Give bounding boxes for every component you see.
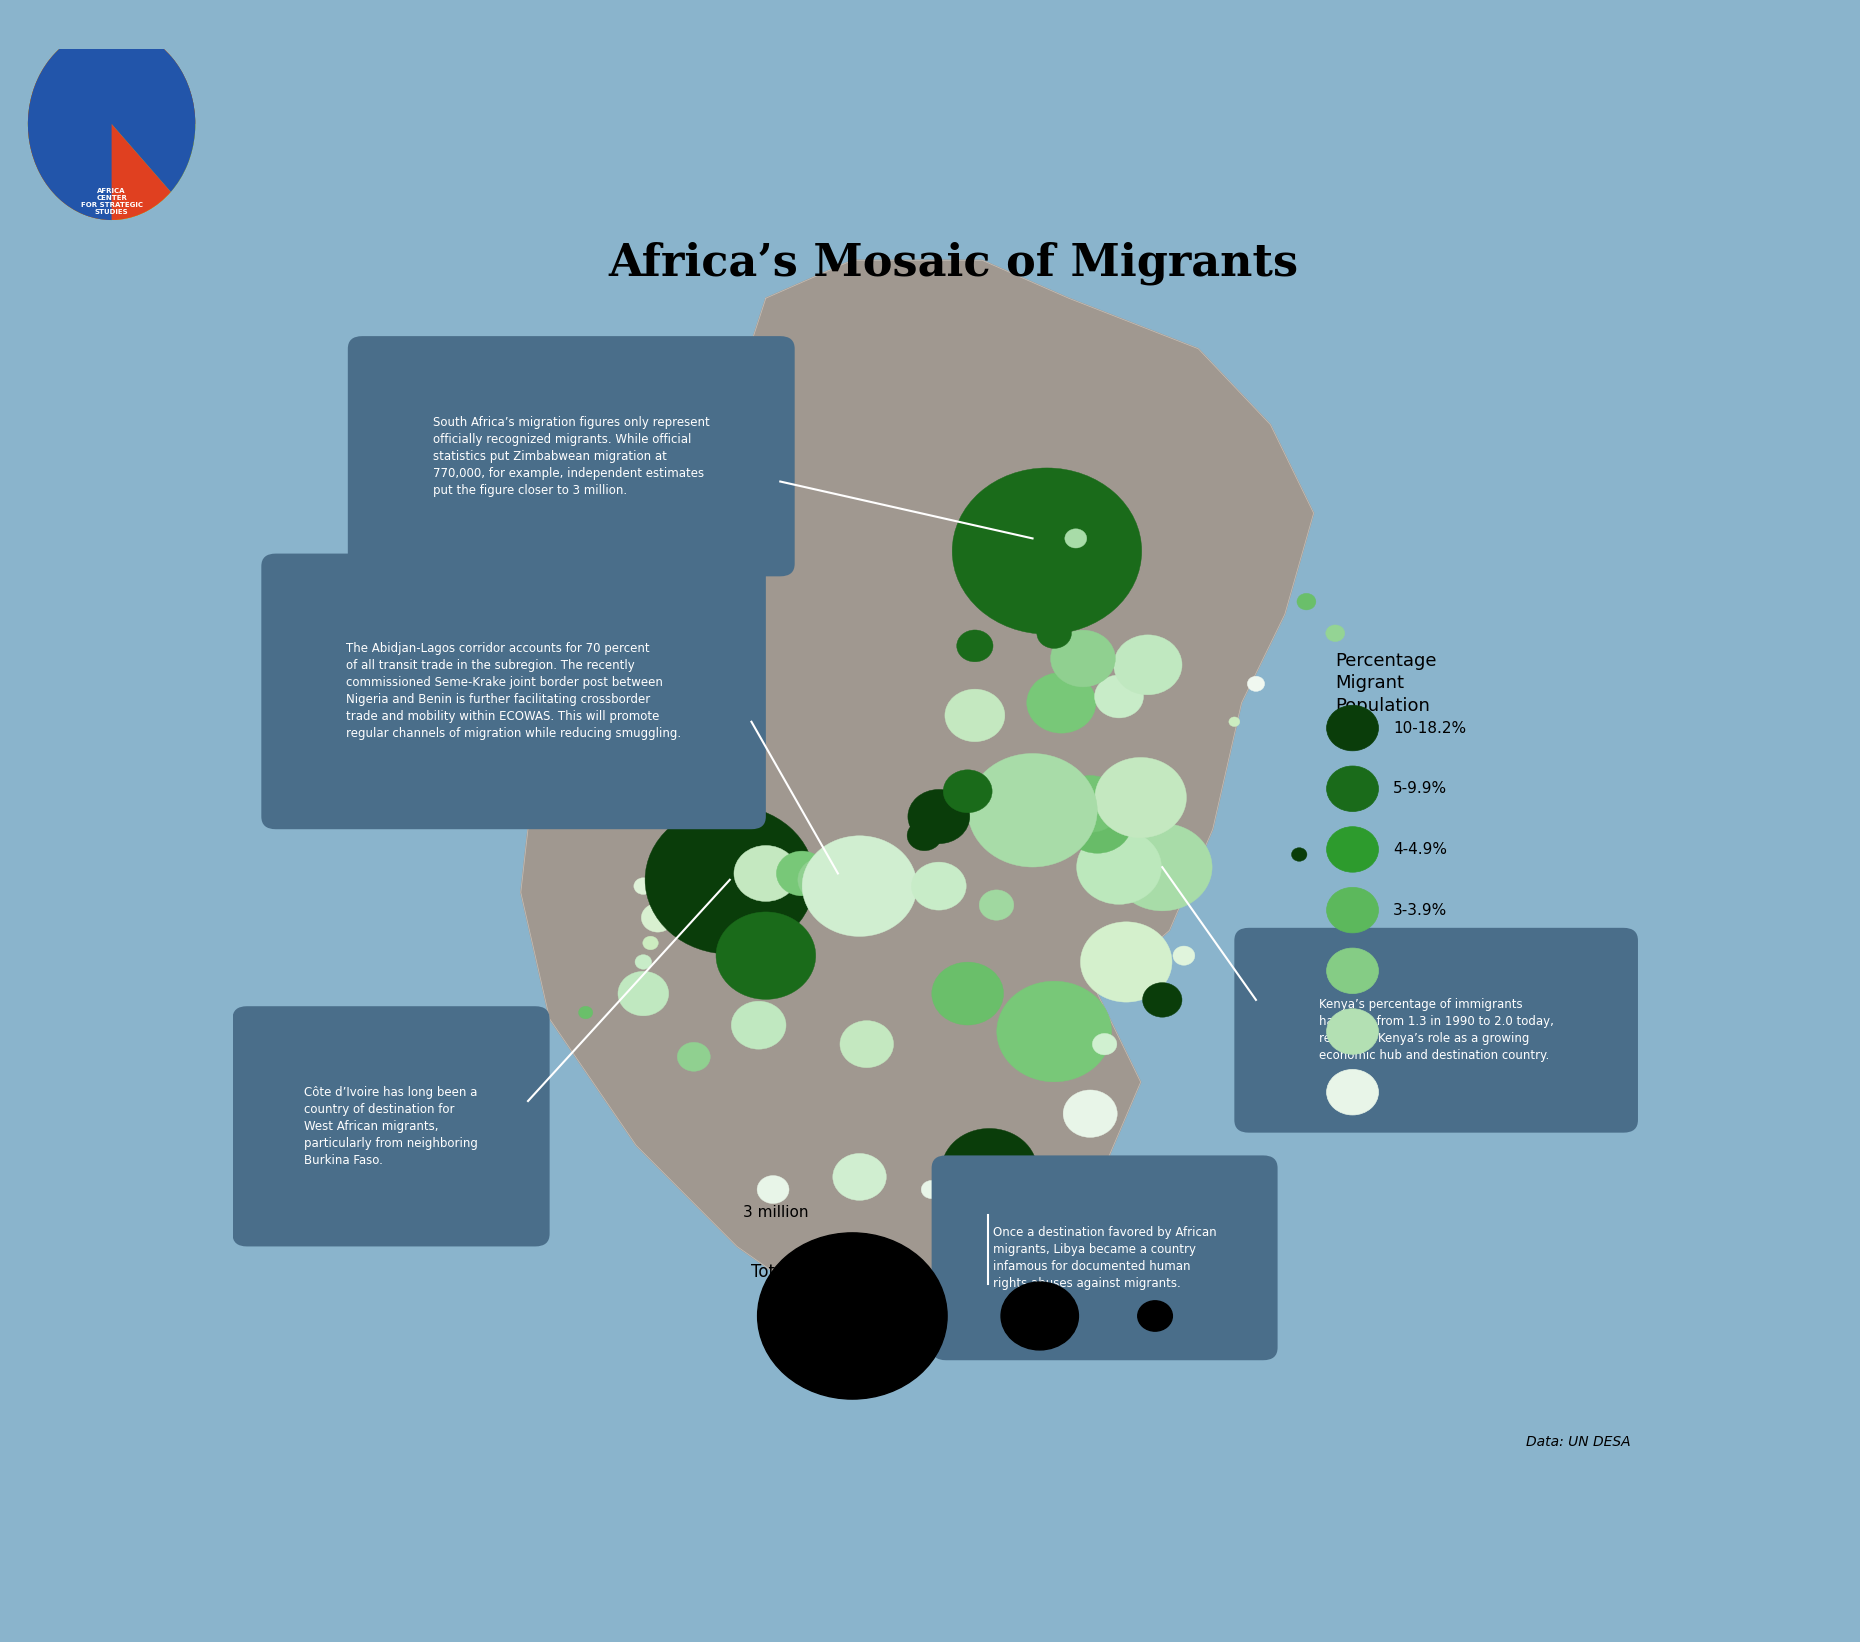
Text: 5-9.9%: 5-9.9% (1393, 782, 1447, 796)
Circle shape (1138, 1300, 1172, 1332)
Text: 0-.9%: 0-.9% (1393, 1085, 1438, 1100)
Circle shape (1326, 887, 1378, 933)
Circle shape (1142, 982, 1181, 1016)
Circle shape (952, 468, 1142, 634)
Text: AFRICA
CENTER
FOR STRATEGIC
STUDIES: AFRICA CENTER FOR STRATEGIC STUDIES (80, 187, 143, 215)
Circle shape (978, 890, 1014, 920)
FancyBboxPatch shape (260, 553, 766, 829)
Circle shape (1291, 847, 1308, 862)
Circle shape (943, 770, 991, 813)
FancyBboxPatch shape (1235, 928, 1639, 1133)
Circle shape (776, 851, 828, 897)
Circle shape (1064, 1090, 1118, 1138)
Circle shape (1062, 793, 1133, 854)
Text: Kenya’s percentage of immigrants
has risen from 1.3 in 1990 to 2.0 today,
reveal: Kenya’s percentage of immigrants has ris… (1319, 998, 1553, 1062)
Circle shape (908, 821, 941, 851)
Circle shape (634, 954, 651, 969)
Circle shape (1248, 677, 1265, 691)
Text: 3-3.9%: 3-3.9% (1393, 903, 1447, 918)
Circle shape (645, 806, 815, 954)
Circle shape (945, 690, 1004, 742)
Circle shape (921, 1181, 941, 1199)
Circle shape (658, 862, 686, 885)
Circle shape (802, 836, 917, 936)
Text: 2-2.9%: 2-2.9% (1393, 964, 1447, 979)
Circle shape (1096, 757, 1187, 837)
Circle shape (956, 631, 993, 662)
Circle shape (967, 754, 1097, 867)
Circle shape (578, 1007, 593, 1018)
Circle shape (731, 1002, 787, 1049)
FancyBboxPatch shape (232, 1007, 551, 1246)
Wedge shape (28, 28, 195, 220)
Circle shape (1094, 675, 1144, 718)
Circle shape (911, 862, 965, 910)
Circle shape (1058, 775, 1123, 832)
Wedge shape (28, 28, 195, 220)
Circle shape (1174, 946, 1194, 965)
Text: Percentage
Migrant
Population: Percentage Migrant Population (1335, 652, 1436, 714)
Text: 10-18.2%: 10-18.2% (1393, 721, 1466, 736)
Circle shape (634, 878, 653, 895)
Text: Once a destination favored by African
migrants, Libya became a country
infamous : Once a destination favored by African mi… (993, 1227, 1216, 1291)
Text: The Abidjan-Lagos corridor accounts for 70 percent
of all transit trade in the s: The Abidjan-Lagos corridor accounts for … (346, 642, 681, 741)
Text: Africa’s Mosaic of Migrants: Africa’s Mosaic of Migrants (608, 241, 1298, 284)
Circle shape (1001, 1282, 1079, 1350)
Text: .5 mil: .5 mil (986, 1254, 1029, 1269)
Circle shape (1326, 947, 1378, 993)
Text: Total Migrants: Total Migrants (751, 1263, 867, 1281)
Wedge shape (28, 28, 195, 220)
Circle shape (908, 790, 969, 844)
Circle shape (677, 1043, 711, 1071)
Circle shape (1077, 829, 1161, 905)
Circle shape (618, 972, 670, 1016)
Circle shape (1051, 631, 1116, 686)
Circle shape (642, 903, 673, 933)
Text: 100k: 100k (1123, 1273, 1161, 1289)
Circle shape (1112, 823, 1213, 911)
Circle shape (1114, 635, 1181, 695)
Circle shape (932, 962, 1004, 1025)
Circle shape (1027, 673, 1096, 732)
Circle shape (757, 1176, 789, 1204)
Circle shape (1036, 617, 1071, 649)
Text: Côte d’Ivoire has long been a
country of destination for
West African migrants,
: Côte d’Ivoire has long been a country of… (305, 1085, 478, 1167)
Circle shape (941, 1128, 1038, 1213)
Circle shape (1326, 826, 1378, 872)
Circle shape (1296, 593, 1315, 609)
Text: Data: UN DESA: Data: UN DESA (1525, 1435, 1631, 1448)
Circle shape (1326, 1008, 1378, 1054)
Circle shape (1326, 765, 1378, 811)
Circle shape (757, 1233, 947, 1399)
Circle shape (1229, 718, 1241, 726)
FancyBboxPatch shape (932, 1156, 1278, 1360)
Circle shape (735, 846, 798, 901)
Text: 1-1.9%: 1-1.9% (1393, 1025, 1447, 1039)
Polygon shape (521, 261, 1313, 1310)
Circle shape (1092, 545, 1118, 570)
Circle shape (833, 1153, 887, 1200)
Circle shape (1326, 626, 1345, 642)
Wedge shape (28, 28, 195, 220)
FancyBboxPatch shape (348, 337, 794, 576)
Circle shape (1326, 706, 1378, 750)
Text: 4-4.9%: 4-4.9% (1393, 842, 1447, 857)
Text: South Africa’s migration figures only represent
officially recognized migrants. : South Africa’s migration figures only re… (433, 415, 711, 498)
Circle shape (798, 857, 850, 903)
Circle shape (841, 1021, 893, 1067)
Circle shape (1081, 921, 1172, 1002)
Circle shape (997, 982, 1112, 1082)
Circle shape (1064, 529, 1086, 548)
Circle shape (644, 936, 658, 949)
Circle shape (716, 911, 817, 1000)
Circle shape (1092, 1033, 1116, 1054)
Circle shape (1326, 1069, 1378, 1115)
Text: 3 million: 3 million (744, 1205, 809, 1220)
